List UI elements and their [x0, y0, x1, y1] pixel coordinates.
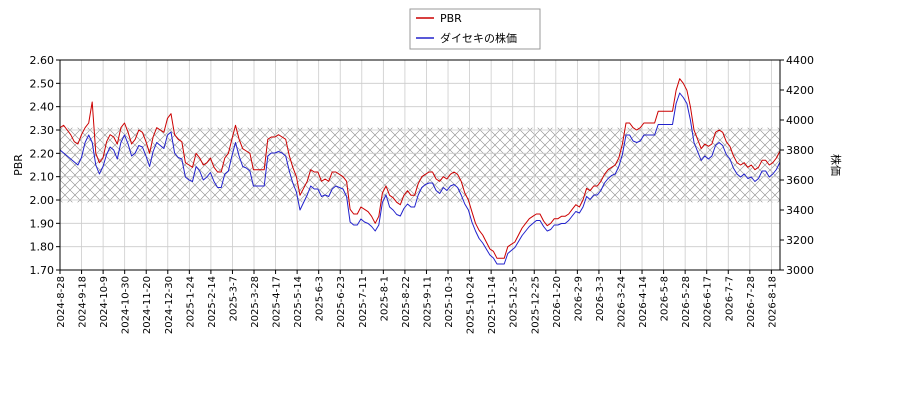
x-tick-label: 2025-10-3 — [444, 276, 455, 328]
x-tick-label: 2026-8-18 — [767, 276, 778, 328]
y-left-tick-label: 2.60 — [30, 54, 55, 67]
legend-label-price: ダイセキの株価 — [440, 31, 517, 45]
y-left-tick-label: 1.80 — [30, 241, 55, 254]
y-right-tick-label: 4000 — [786, 114, 814, 127]
x-tick-label: 2025-1-24 — [185, 276, 196, 328]
x-tick-label: 2026-5-28 — [681, 276, 692, 328]
y-right-tick-label: 3600 — [786, 174, 814, 187]
x-tick-label: 2026-6-17 — [703, 276, 714, 328]
y-left-tick-label: 2.50 — [30, 77, 55, 90]
x-tick-label: 2025-3-28 — [250, 276, 261, 328]
grid — [59, 59, 780, 271]
series-group — [60, 78, 780, 265]
x-tick-label: 2024-11-20 — [142, 276, 153, 334]
plot-frame — [59, 59, 781, 271]
series-line-pbr — [60, 78, 780, 259]
x-tick-label: 2024-10-9 — [99, 276, 110, 328]
y-right-tick-label: 3800 — [786, 144, 814, 157]
y-left-tick-label: 2.00 — [30, 194, 55, 207]
x-tick-label: 2024-10-30 — [121, 276, 132, 334]
y-left-tick-label: 1.70 — [30, 264, 55, 277]
x-tick-label: 2026-7-7 — [724, 276, 735, 321]
x-tick-label: 2026-3-3 — [595, 276, 606, 321]
x-tick-label: 2025-4-17 — [272, 276, 283, 328]
y-left-tick-label: 2.40 — [30, 101, 55, 114]
x-tick-label: 2025-7-11 — [358, 276, 369, 328]
x-tick-label: 2025-3-7 — [228, 276, 239, 321]
x-tick-label: 2026-7-28 — [746, 276, 757, 328]
y-right-tick-label: 3000 — [786, 264, 814, 277]
legend-label-pbr: PBR — [440, 12, 462, 25]
x-tick-label: 2024-9-18 — [78, 276, 89, 328]
x-axis: 2024-8-28 2024-9-18 2024-10-9 2024-10-30 202… — [56, 270, 778, 334]
right-axis: 3000 3200 3400 3600 3800 4000 4200 4400 — [780, 54, 814, 277]
x-tick-label: 2026-1-20 — [552, 276, 563, 328]
x-tick-label: 2025-6-23 — [336, 276, 347, 328]
y-left-tick-label: 2.30 — [30, 124, 55, 137]
x-tick-label: 2025-12-5 — [509, 276, 520, 328]
x-tick-label: 2025-8-22 — [401, 276, 412, 328]
x-tick-label: 2025-2-14 — [207, 276, 218, 328]
y-right-tick-label: 3200 — [786, 234, 814, 247]
y-right-tick-label: 3400 — [786, 204, 814, 217]
x-tick-label: 2025-8-1 — [379, 276, 390, 321]
x-tick-label: 2025-5-14 — [293, 276, 304, 328]
y-right-label: 株価 — [829, 154, 843, 176]
x-tick-label: 2025-10-24 — [466, 276, 477, 334]
x-tick-label: 2026-4-14 — [638, 276, 649, 328]
x-tick-label: 2026-2-9 — [573, 276, 584, 321]
x-tick-label: 2026-3-24 — [616, 276, 627, 328]
x-tick-label: 2026-5-8 — [660, 276, 671, 321]
y-left-tick-label: 2.10 — [30, 171, 55, 184]
series-line-price — [60, 92, 780, 265]
y-left-tick-label: 2.20 — [30, 147, 55, 160]
y-left-tick-label: 1.90 — [30, 217, 55, 230]
legend-box — [409, 8, 541, 50]
x-tick-label: 2025-12-25 — [530, 276, 541, 334]
x-tick-label: 2024-8-28 — [56, 276, 67, 328]
y-right-tick-label: 4200 — [786, 84, 814, 97]
y-right-tick-label: 4400 — [786, 54, 814, 67]
y-left-label: PBR — [12, 154, 25, 176]
legend: PBR ダイセキの株価 — [409, 8, 541, 50]
x-tick-label: 2025-9-11 — [422, 276, 433, 328]
x-tick-label: 2025-11-14 — [487, 276, 498, 334]
left-axis: 1.70 1.80 1.90 2.00 2.10 2.20 2.30 2.40 2.50 2.60 — [30, 54, 60, 277]
x-tick-label: 2024-12-30 — [164, 276, 175, 334]
x-tick-label: 2025-6-3 — [315, 276, 326, 321]
